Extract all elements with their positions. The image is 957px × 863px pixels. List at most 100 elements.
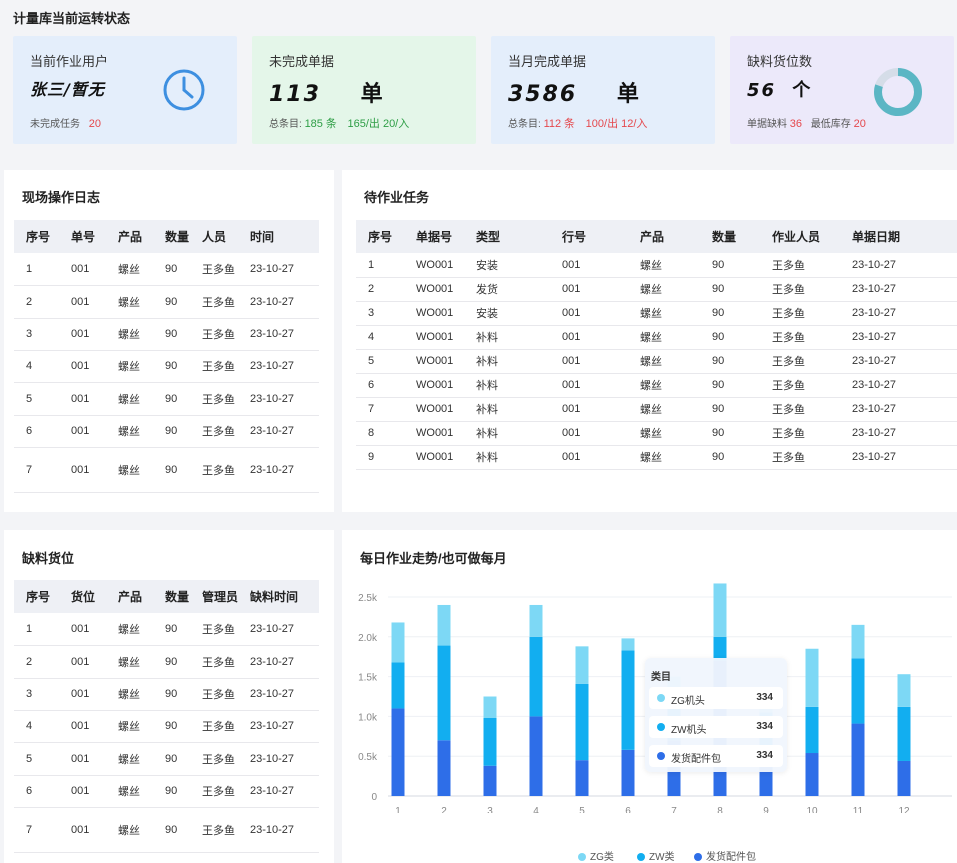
legend-zw[interactable]: ZW类 [637, 848, 675, 863]
operation-log-panel: 现场操作日志 序号 单号 产品 数量 人员 时间 1 001 螺丝 90 王多鱼 23-10-27 2 0… [4, 170, 334, 512]
table-row[interactable]: 7 001 螺丝 90 王多鱼 23-10-27 [14, 807, 319, 853]
table-cell: 螺丝 [628, 445, 700, 470]
bar-segment[interactable] [713, 583, 727, 637]
table-cell: 4 [14, 710, 59, 743]
bar-segment[interactable] [897, 674, 911, 707]
bar-segment[interactable] [621, 749, 635, 796]
kpi-in-out: 100/出 12/入 [585, 118, 648, 130]
table-row[interactable]: 8 WO001 补料 001 螺丝 90 王多鱼 23-10-27 [356, 421, 957, 446]
bar-segment[interactable] [805, 753, 819, 796]
tooltip-label: 发货配件包 [671, 754, 721, 765]
table-cell: 23-10-27 [238, 613, 319, 646]
table-row[interactable]: 1 001 螺丝 90 王多鱼 23-10-27 [14, 613, 319, 646]
bar-segment[interactable] [759, 764, 773, 796]
bar-segment[interactable] [805, 706, 819, 754]
kpi-sub: 总条目: 185 条 165/出 20/入 [269, 115, 409, 131]
bar-segment[interactable] [529, 716, 543, 796]
bar-segment[interactable] [575, 760, 589, 796]
table-cell: WO001 [404, 421, 464, 446]
shortage-table: 序号 货位 产品 数量 管理员 缺料时间 1 001 螺丝 90 王多鱼 23-10-27 2 001 螺丝… [14, 580, 319, 853]
panel-title: 缺料货位 [22, 551, 75, 566]
bar-segment[interactable] [529, 636, 543, 717]
table-cell: 90 [700, 301, 760, 326]
x-tick-label: 9 [763, 806, 769, 813]
table-cell: 23-10-27 [840, 397, 957, 422]
legend-zg[interactable]: ZG类 [578, 848, 614, 863]
table-cell: 补料 [464, 397, 550, 422]
table-row[interactable]: 3 001 螺丝 90 王多鱼 23-10-27 [14, 318, 319, 351]
column-header: 序号 [356, 220, 404, 253]
table-row[interactable]: 2 001 螺丝 90 王多鱼 23-10-27 [14, 645, 319, 679]
bar-segment[interactable] [483, 765, 497, 796]
table-cell: 90 [153, 415, 190, 448]
table-row[interactable]: 6 WO001 补料 001 螺丝 90 王多鱼 23-10-27 [356, 373, 957, 398]
table-row[interactable]: 7 WO001 补料 001 螺丝 90 王多鱼 23-10-27 [356, 397, 957, 422]
bar-segment[interactable] [897, 706, 911, 761]
bar-segment[interactable] [851, 658, 865, 724]
kpi-value: 113 单 [269, 76, 385, 108]
shortage-panel: 缺料货位 序号 货位 产品 数量 管理员 缺料时间 1 001 螺丝 90 王多鱼 23-10-27 2… [4, 530, 334, 863]
table-cell: 23-10-27 [840, 373, 957, 398]
table-row[interactable]: 4 001 螺丝 90 王多鱼 23-10-27 [14, 710, 319, 743]
legend-shipping[interactable]: 发货配件包 [694, 848, 756, 863]
table-cell: 6 [356, 373, 404, 398]
table-cell: 23-10-27 [238, 350, 319, 383]
legend-dot [637, 853, 645, 861]
trend-chart: 00.5k1.0k1.5k2.0k2.5k1 2 3 4 5 6 7 8 9 10 11 12 [358, 583, 952, 813]
bar-segment[interactable] [437, 604, 451, 646]
bar-segment[interactable] [713, 636, 727, 661]
table-cell: WO001 [404, 253, 464, 278]
tooltip-value: 334 [756, 692, 773, 703]
table-cell: 王多鱼 [190, 645, 238, 679]
table-cell: 螺丝 [106, 285, 153, 319]
table-row[interactable]: 5 001 螺丝 90 王多鱼 23-10-27 [14, 742, 319, 776]
table-cell: 23-10-27 [238, 742, 319, 776]
x-tick-label: 10 [806, 806, 818, 813]
bar-segment[interactable] [483, 717, 497, 766]
x-tick-label: 7 [671, 806, 677, 813]
table-row[interactable]: 6 001 螺丝 90 王多鱼 23-10-27 [14, 775, 319, 808]
table-row[interactable]: 4 WO001 补料 001 螺丝 90 王多鱼 23-10-27 [356, 325, 957, 350]
panel-title: 每日作业走势/也可做每月 [360, 551, 507, 566]
table-cell: 王多鱼 [760, 277, 840, 302]
table-cell: 螺丝 [106, 350, 153, 383]
tooltip-dot [657, 723, 665, 731]
bar-segment[interactable] [483, 696, 497, 718]
bar-segment[interactable] [851, 723, 865, 796]
bar-segment[interactable] [621, 650, 635, 750]
table-row[interactable]: 3 001 螺丝 90 王多鱼 23-10-27 [14, 678, 319, 711]
table-row[interactable]: 4 001 螺丝 90 王多鱼 23-10-27 [14, 350, 319, 383]
bar-segment[interactable] [437, 645, 451, 741]
table-row[interactable]: 2 001 螺丝 90 王多鱼 23-10-27 [14, 285, 319, 319]
table-cell: 23-10-27 [238, 253, 319, 286]
table-row[interactable]: 2 WO001 发货 001 螺丝 90 王多鱼 23-10-27 [356, 277, 957, 302]
table-row[interactable]: 7 001 螺丝 90 王多鱼 23-10-27 [14, 447, 319, 493]
bar-segment[interactable] [851, 624, 865, 659]
kpi-value: 56 个 [747, 76, 812, 102]
bar-segment[interactable] [391, 662, 405, 709]
bar-segment[interactable] [391, 622, 405, 663]
bar-segment[interactable] [575, 646, 589, 684]
kpi-count: 112 [543, 118, 562, 130]
table-cell: 螺丝 [106, 613, 153, 646]
kpi-sub2-label: 最低库存 [810, 119, 851, 130]
table-row[interactable]: 6 001 螺丝 90 王多鱼 23-10-27 [14, 415, 319, 448]
pending-tasks-table: 序号 单据号 类型 行号 产品 数量 作业人员 单据日期 1 WO001 安装 001 螺丝 90 王多鱼 2… [356, 220, 957, 470]
bar-segment[interactable] [805, 648, 819, 707]
bar-segment[interactable] [391, 708, 405, 796]
bar-segment[interactable] [529, 604, 543, 637]
table-row[interactable]: 5 001 螺丝 90 王多鱼 23-10-27 [14, 382, 319, 416]
bar-segment[interactable] [897, 760, 911, 796]
kpi-value: 张三/暂无 [30, 80, 105, 99]
bar-segment[interactable] [437, 740, 451, 796]
kpi-count-unit: 条 [563, 118, 575, 130]
table-row[interactable]: 5 WO001 补料 001 螺丝 90 王多鱼 23-10-27 [356, 349, 957, 374]
bar-segment[interactable] [621, 638, 635, 651]
table-row[interactable]: 1 001 螺丝 90 王多鱼 23-10-27 [14, 253, 319, 286]
table-row[interactable]: 3 WO001 安装 001 螺丝 90 王多鱼 23-10-27 [356, 301, 957, 326]
table-cell: 001 [59, 678, 106, 711]
table-row[interactable]: 9 WO001 补料 001 螺丝 90 王多鱼 23-10-27 [356, 445, 957, 470]
bar-segment[interactable] [575, 683, 589, 761]
tooltip-dot [657, 752, 665, 760]
table-row[interactable]: 1 WO001 安装 001 螺丝 90 王多鱼 23-10-27 [356, 253, 957, 278]
